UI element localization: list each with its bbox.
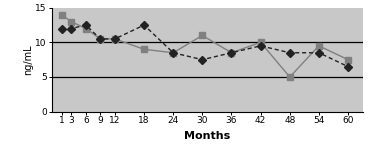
Y-axis label: ng/mL: ng/mL (23, 44, 33, 75)
X-axis label: Months: Months (184, 131, 230, 141)
